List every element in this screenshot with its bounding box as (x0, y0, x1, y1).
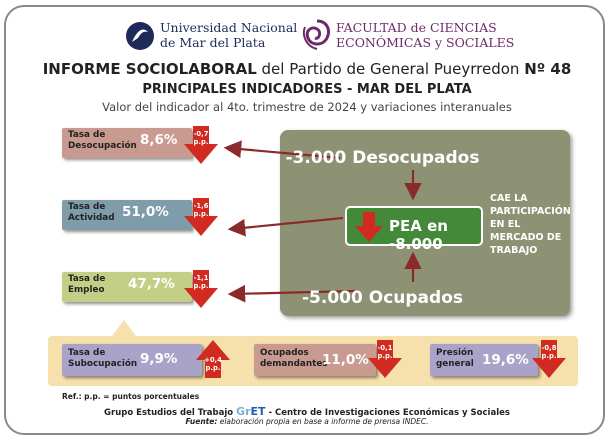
report-subtitle-detail: Valor del indicador al 4to. trimestre de… (102, 100, 512, 114)
footnote-ref: Ref.: p.p. = puntos porcentuales (62, 392, 200, 401)
indicator-label: Presión general (436, 348, 474, 369)
down-arrow-icon (184, 126, 218, 164)
fuente-text: elaboración propia en base a informe de … (217, 417, 429, 426)
indicator-demandantes: Ocupados demandantes 11,0% (254, 344, 376, 376)
group-name: Grupo Estudios del Trabajo (104, 408, 237, 418)
pea-desocupados: -3.000 Desocupados (285, 148, 480, 168)
cae-participacion-text: CAE LA PARTICIPACIÓN EN EL MERCADO DE TR… (490, 192, 571, 257)
footer-group: Grupo Estudios del Trabajo GrET - Centro… (0, 405, 614, 418)
pea-center-text: PEA en -8.000 (389, 217, 448, 253)
up-arrow-icon (196, 340, 230, 378)
indicator-label: Tasa de Desocupación (68, 130, 137, 151)
cae-line: MERCADO DE (490, 232, 562, 243)
indicator-label: Tasa de Empleo (68, 274, 106, 295)
change-arrow-desocupacion: -0,7 p.p. (184, 126, 218, 164)
unmdp-logo-icon (126, 22, 154, 50)
pea-down-arrow-icon (355, 212, 383, 242)
indicator-value: 19,6% (482, 352, 529, 368)
footer-fuente: Fuente: elaboración propia en base a inf… (0, 417, 614, 426)
indicator-empleo: Tasa de Empleo 47,7% (62, 272, 192, 302)
indicator-value: 47,7% (128, 276, 175, 292)
unmdp-line2: de Mar del Plata (160, 35, 266, 50)
down-arrow-icon (184, 270, 218, 308)
face-line1: FACULTAD de CIENCIAS (336, 20, 497, 35)
change-arrow-actividad: -1,6 p.p. (184, 198, 218, 236)
indicator-label: Ocupados demandantes (260, 348, 328, 369)
face-logo-text: FACULTAD de CIENCIAS ECONÓMICAS y SOCIAL… (336, 20, 514, 50)
indicator-desocupacion: Tasa de Desocupación 8,6% (62, 128, 192, 158)
unmdp-line1: Universidad Nacional (160, 20, 298, 35)
cae-line: PARTICIPACIÓN (490, 206, 571, 217)
indicator-presion: Presión general 19,6% (430, 344, 538, 376)
title-rest: del Partido de General Pueyrredon (256, 60, 525, 78)
down-arrow-icon (532, 340, 566, 378)
cae-line: EN EL (490, 219, 521, 230)
change-arrow-empleo: -1,1 p.p. (184, 270, 218, 308)
report-title: INFORME SOCIOLABORAL del Partido de Gene… (0, 60, 614, 78)
cae-line: TRABAJO (490, 245, 538, 256)
report-subtitle: PRINCIPALES INDICADORES - MAR DEL PLATA (142, 82, 472, 97)
change-arrow-presion: -0,8 p.p. (532, 340, 566, 378)
indicator-subocupacion: Tasa de Subocupación 9,9% (62, 344, 202, 376)
face-line2: ECONÓMICAS y SOCIALES (336, 35, 515, 50)
indicator-value: 51,0% (122, 204, 169, 220)
pea-center-box: PEA en -8.000 (345, 206, 483, 253)
indicator-actividad: Tasa de Actividad 51,0% (62, 200, 192, 230)
title-number: Nº 48 (524, 60, 572, 78)
change-arrow-subocupacion: +0,4 p.p. (196, 340, 230, 378)
pea-ocupados: -5.000 Ocupados (302, 288, 463, 308)
title-bold: INFORME SOCIOLABORAL (42, 60, 257, 78)
gret-logo: GrET (236, 405, 266, 418)
cae-line: CAE LA (490, 193, 528, 204)
face-logo-icon (302, 19, 331, 50)
unmdp-logo-text: Universidad Nacional de Mar del Plata (160, 20, 297, 50)
down-arrow-icon (184, 198, 218, 236)
logo-row: Universidad Nacional de Mar del Plata FA… (0, 14, 614, 54)
indicator-label: Tasa de Actividad (68, 202, 115, 223)
indicator-value: 9,9% (140, 351, 178, 367)
indicator-value: 11,0% (322, 352, 369, 368)
change-arrow-demandantes: -0,1 p.p. (368, 340, 402, 378)
center-name: - Centro de Investigaciones Económicas y… (265, 408, 510, 418)
down-arrow-icon (368, 340, 402, 378)
indicator-label: Tasa de Subocupación (68, 348, 138, 369)
fuente-label: Fuente: (185, 417, 218, 426)
indicator-value: 8,6% (140, 132, 178, 148)
